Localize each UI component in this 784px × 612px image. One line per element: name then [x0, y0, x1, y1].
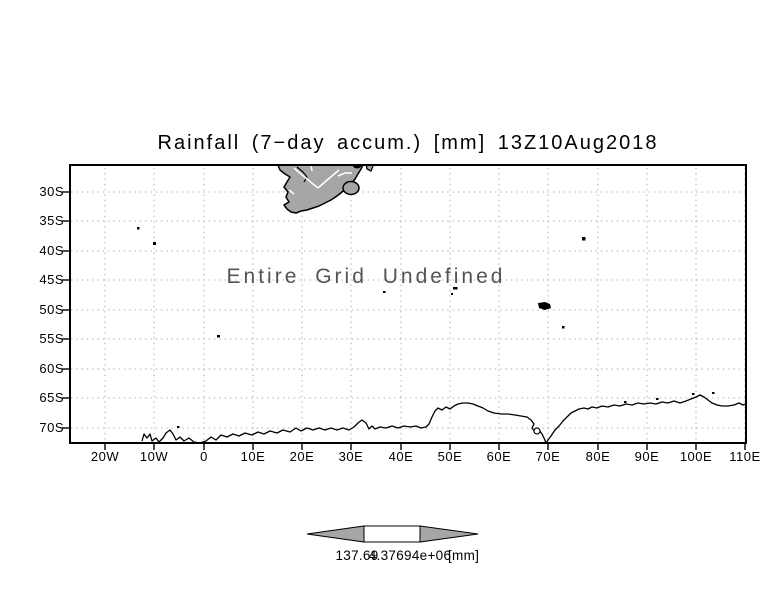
island-kerguelen	[538, 302, 551, 310]
island-heard	[562, 326, 565, 329]
colorbar-left-value: 137.69	[335, 548, 379, 563]
x-tick-label-10W: 10W	[139, 449, 169, 464]
antarctica-coastline	[141, 394, 746, 443]
island-crozet2	[451, 293, 453, 295]
island-coast-dot-4	[692, 393, 695, 395]
x-tick-label-20W: 20W	[90, 449, 120, 464]
africa-landmass	[277, 165, 374, 214]
x-tick-label-0: 0	[200, 449, 208, 464]
y-tick-label-60S: 60S	[39, 361, 64, 376]
lesotho-border	[342, 180, 360, 196]
island-marion	[383, 291, 386, 293]
coast-hook-northeast	[365, 165, 374, 172]
x-tick-label-80E: 80E	[585, 449, 611, 464]
island-bouvet	[217, 335, 220, 338]
colorbar	[306, 525, 479, 543]
x-tick-label-30E: 30E	[338, 449, 364, 464]
island-amsterdam	[582, 237, 586, 241]
island-gough	[153, 242, 156, 245]
x-tick-label-10E: 10E	[240, 449, 266, 464]
y-tick-label-55S: 55S	[39, 331, 64, 346]
plot-frame	[69, 164, 747, 444]
colorbar-right-value: 4.37694e+06	[368, 548, 452, 563]
y-tick-label-35S: 35S	[39, 213, 64, 228]
island-coast-dot-1	[177, 426, 180, 428]
x-tick-label-90E: 90E	[634, 449, 660, 464]
colorbar-box	[363, 525, 421, 543]
y-tick-label-40S: 40S	[39, 243, 64, 258]
x-tick-label-50E: 50E	[437, 449, 463, 464]
grid-undefined-annotation: Entire Grid Undefined	[226, 265, 506, 288]
black-border-line	[296, 166, 308, 183]
island-coast-dot-2	[624, 401, 627, 403]
island-coast-dot-3	[656, 398, 659, 400]
x-tick-label-70E: 70E	[535, 449, 561, 464]
island-tristan	[137, 227, 140, 230]
y-tick-label-30S: 30S	[39, 184, 64, 199]
y-tick-label-45S: 45S	[39, 272, 64, 287]
coast-ring-feature	[533, 427, 541, 435]
x-tick-label-110E: 110E	[729, 449, 761, 464]
island-crozet	[453, 287, 458, 290]
colorbar-left-arrow	[306, 525, 365, 543]
x-tick-label-40E: 40E	[388, 449, 414, 464]
y-tick-label-70S: 70S	[39, 420, 64, 435]
colorbar-right-arrow	[419, 525, 479, 543]
y-axis-ticks	[62, 191, 70, 429]
y-tick-label-50S: 50S	[39, 302, 64, 317]
x-tick-label-20E: 20E	[289, 449, 315, 464]
x-axis-ticks	[104, 443, 746, 450]
x-tick-label-60E: 60E	[486, 449, 512, 464]
colorbar-units: [mm]	[448, 548, 480, 563]
x-tick-label-100E: 100E	[679, 449, 713, 464]
island-specks	[137, 227, 715, 428]
y-tick-label-65S: 65S	[39, 390, 64, 405]
island-coast-dot-5	[712, 392, 715, 394]
plot-title: Rainfall (7−day accum.) [mm] 13Z10Aug201…	[157, 132, 659, 154]
longitude-gridlines	[104, 168, 746, 441]
latitude-gridlines	[71, 191, 745, 429]
